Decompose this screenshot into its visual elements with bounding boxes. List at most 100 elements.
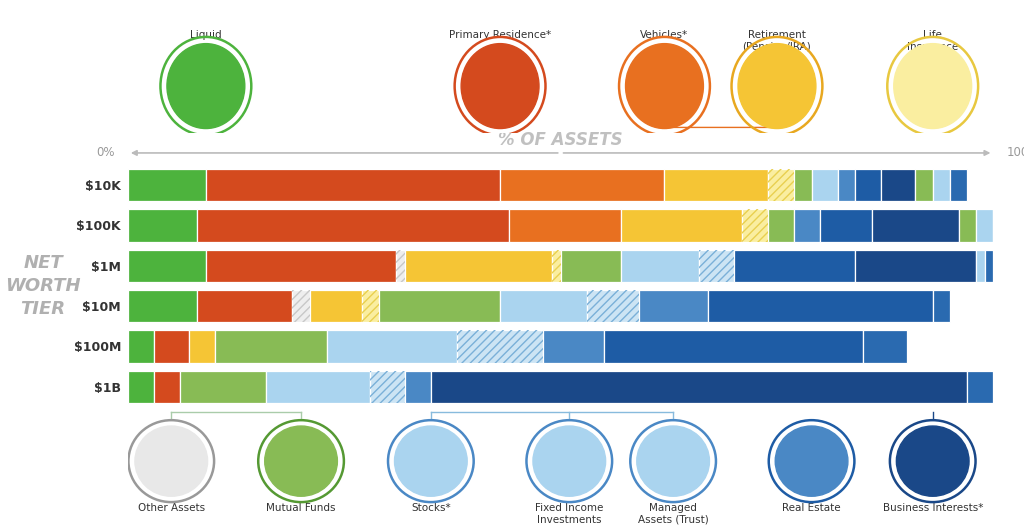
Bar [552, 250, 561, 282]
Bar [361, 290, 379, 322]
Bar [206, 169, 500, 201]
Bar [768, 169, 795, 201]
Bar [206, 250, 396, 282]
Bar [154, 371, 180, 403]
Bar [431, 371, 968, 403]
Bar [128, 290, 198, 322]
Bar [544, 330, 604, 363]
Bar [500, 169, 665, 201]
Bar [396, 250, 404, 282]
Ellipse shape [135, 426, 208, 496]
Bar [699, 250, 733, 282]
Bar [950, 169, 968, 201]
Ellipse shape [738, 44, 816, 129]
Text: Other Assets: Other Assets [137, 503, 205, 513]
Ellipse shape [394, 426, 467, 496]
Bar [215, 330, 327, 363]
Text: Fixed Income
Investments: Fixed Income Investments [536, 503, 603, 525]
Bar [327, 330, 457, 363]
Ellipse shape [731, 37, 822, 135]
Bar [733, 250, 855, 282]
Bar [855, 250, 976, 282]
Bar [976, 209, 993, 242]
Ellipse shape [775, 426, 848, 496]
Bar [561, 250, 622, 282]
Bar [309, 290, 361, 322]
Bar [128, 330, 154, 363]
Text: Business Interests*: Business Interests* [883, 503, 983, 513]
Bar [198, 290, 293, 322]
Bar [371, 371, 404, 403]
Bar [863, 330, 907, 363]
Bar [188, 330, 214, 363]
Bar [708, 290, 933, 322]
Ellipse shape [637, 426, 710, 496]
Bar [457, 330, 544, 363]
Ellipse shape [161, 37, 251, 135]
Ellipse shape [167, 44, 245, 129]
Bar [742, 209, 768, 242]
Bar [587, 290, 639, 322]
Ellipse shape [890, 420, 976, 502]
Ellipse shape [526, 420, 612, 502]
Bar [622, 209, 742, 242]
Bar [128, 169, 206, 201]
Text: Vehicles*: Vehicles* [640, 30, 688, 40]
Bar [509, 209, 622, 242]
Bar [293, 290, 309, 322]
Ellipse shape [631, 420, 716, 502]
Bar [881, 169, 915, 201]
Ellipse shape [532, 426, 605, 496]
Bar [396, 250, 404, 282]
Bar [180, 371, 266, 403]
Ellipse shape [896, 426, 969, 496]
Text: Liquid: Liquid [190, 30, 221, 40]
Text: Mutual Funds: Mutual Funds [266, 503, 336, 513]
Text: Stocks*: Stocks* [411, 503, 451, 513]
Bar [820, 209, 872, 242]
Bar [128, 250, 206, 282]
Text: NET
WORTH
TIER: NET WORTH TIER [5, 254, 81, 318]
Bar [266, 371, 371, 403]
Bar [404, 250, 552, 282]
Ellipse shape [887, 37, 978, 135]
Bar [198, 209, 509, 242]
Bar [915, 169, 933, 201]
Text: % OF ASSETS: % OF ASSETS [499, 131, 623, 148]
Text: Managed
Assets (Trust): Managed Assets (Trust) [638, 503, 709, 525]
Text: Retirement
(Pension/IRA): Retirement (Pension/IRA) [742, 30, 811, 52]
Bar [604, 330, 863, 363]
Text: 100%: 100% [1007, 146, 1024, 160]
Bar [500, 290, 587, 322]
Bar [128, 209, 198, 242]
Bar [795, 209, 820, 242]
Ellipse shape [265, 426, 337, 496]
Bar [933, 169, 950, 201]
Ellipse shape [258, 420, 344, 502]
Bar [993, 209, 1011, 242]
Bar [361, 290, 379, 322]
Bar [699, 250, 733, 282]
Ellipse shape [894, 44, 972, 129]
Bar [128, 371, 154, 403]
Bar [872, 209, 958, 242]
Bar [639, 290, 708, 322]
Text: Real Estate: Real Estate [782, 503, 841, 513]
Ellipse shape [620, 37, 710, 135]
Ellipse shape [128, 420, 214, 502]
Ellipse shape [626, 44, 703, 129]
Ellipse shape [455, 37, 546, 135]
Bar [968, 371, 993, 403]
Bar [622, 250, 699, 282]
Text: Life
Insurance: Life Insurance [907, 30, 958, 52]
Bar [154, 330, 188, 363]
Ellipse shape [461, 44, 539, 129]
Bar [587, 290, 639, 322]
Bar [795, 169, 812, 201]
Bar [293, 290, 309, 322]
Ellipse shape [388, 420, 474, 502]
Bar [371, 371, 404, 403]
Bar [838, 169, 855, 201]
Text: 0%: 0% [96, 146, 115, 160]
Bar [665, 169, 768, 201]
